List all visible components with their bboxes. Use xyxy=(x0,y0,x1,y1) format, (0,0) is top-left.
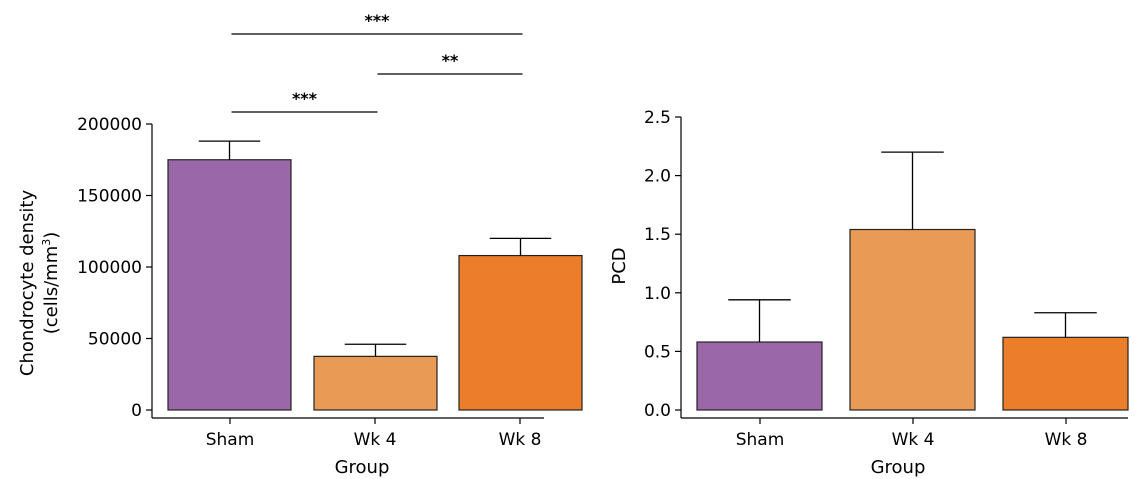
chart1-bar xyxy=(458,254,583,411)
chart1-xtick-label: Wk 4 xyxy=(354,430,397,450)
chart2-xtick-label: Sham xyxy=(736,430,785,450)
chart2-bar xyxy=(696,341,823,411)
chart2-ytick-label: 0.5 xyxy=(644,342,671,362)
chart2-ytick-label: 2.5 xyxy=(644,108,671,128)
chart2-xtick-label: Wk 8 xyxy=(1045,430,1088,450)
chart1-significance-label: *** xyxy=(292,89,318,108)
chart1-ytick-label: 50000 xyxy=(88,330,142,350)
chart2-ytick-label: 1.0 xyxy=(644,284,671,304)
chart1-significance-label: *** xyxy=(364,11,390,30)
chart1-bar xyxy=(167,159,292,411)
chart2-xlabel: Group xyxy=(871,457,926,478)
chart2-bar xyxy=(1002,336,1129,411)
chart1-significance-label: ** xyxy=(442,51,459,70)
chart1-ytick-label: 0 xyxy=(131,401,142,421)
chart1-bar xyxy=(313,355,438,411)
chart1-ylabel: Chondrocyte density (cells/mm3) xyxy=(17,190,62,377)
chart1-xtick-label: Sham xyxy=(206,430,255,450)
chart2-bar xyxy=(849,228,976,411)
chart1-xtick-label: Wk 8 xyxy=(499,430,542,450)
chart1-xlabel: Group xyxy=(335,457,390,478)
chart1-ytick-label: 100000 xyxy=(77,258,142,278)
chart2-ytick-label: 2.0 xyxy=(644,167,671,187)
chart1-ytick-label: 200000 xyxy=(77,115,142,135)
chart2-ytick-label: 1.5 xyxy=(644,225,671,245)
chart2-ytick-label: 0.0 xyxy=(644,401,671,421)
chart2-xtick-label: Wk 4 xyxy=(892,430,935,450)
chart2-ylabel: PCD xyxy=(609,247,630,284)
chart1-ylabel-line2: (cells/mm3) xyxy=(40,232,62,335)
chart1-ylabel-line1: Chondrocyte density xyxy=(17,190,38,377)
chart1-ytick-label: 150000 xyxy=(77,187,142,207)
